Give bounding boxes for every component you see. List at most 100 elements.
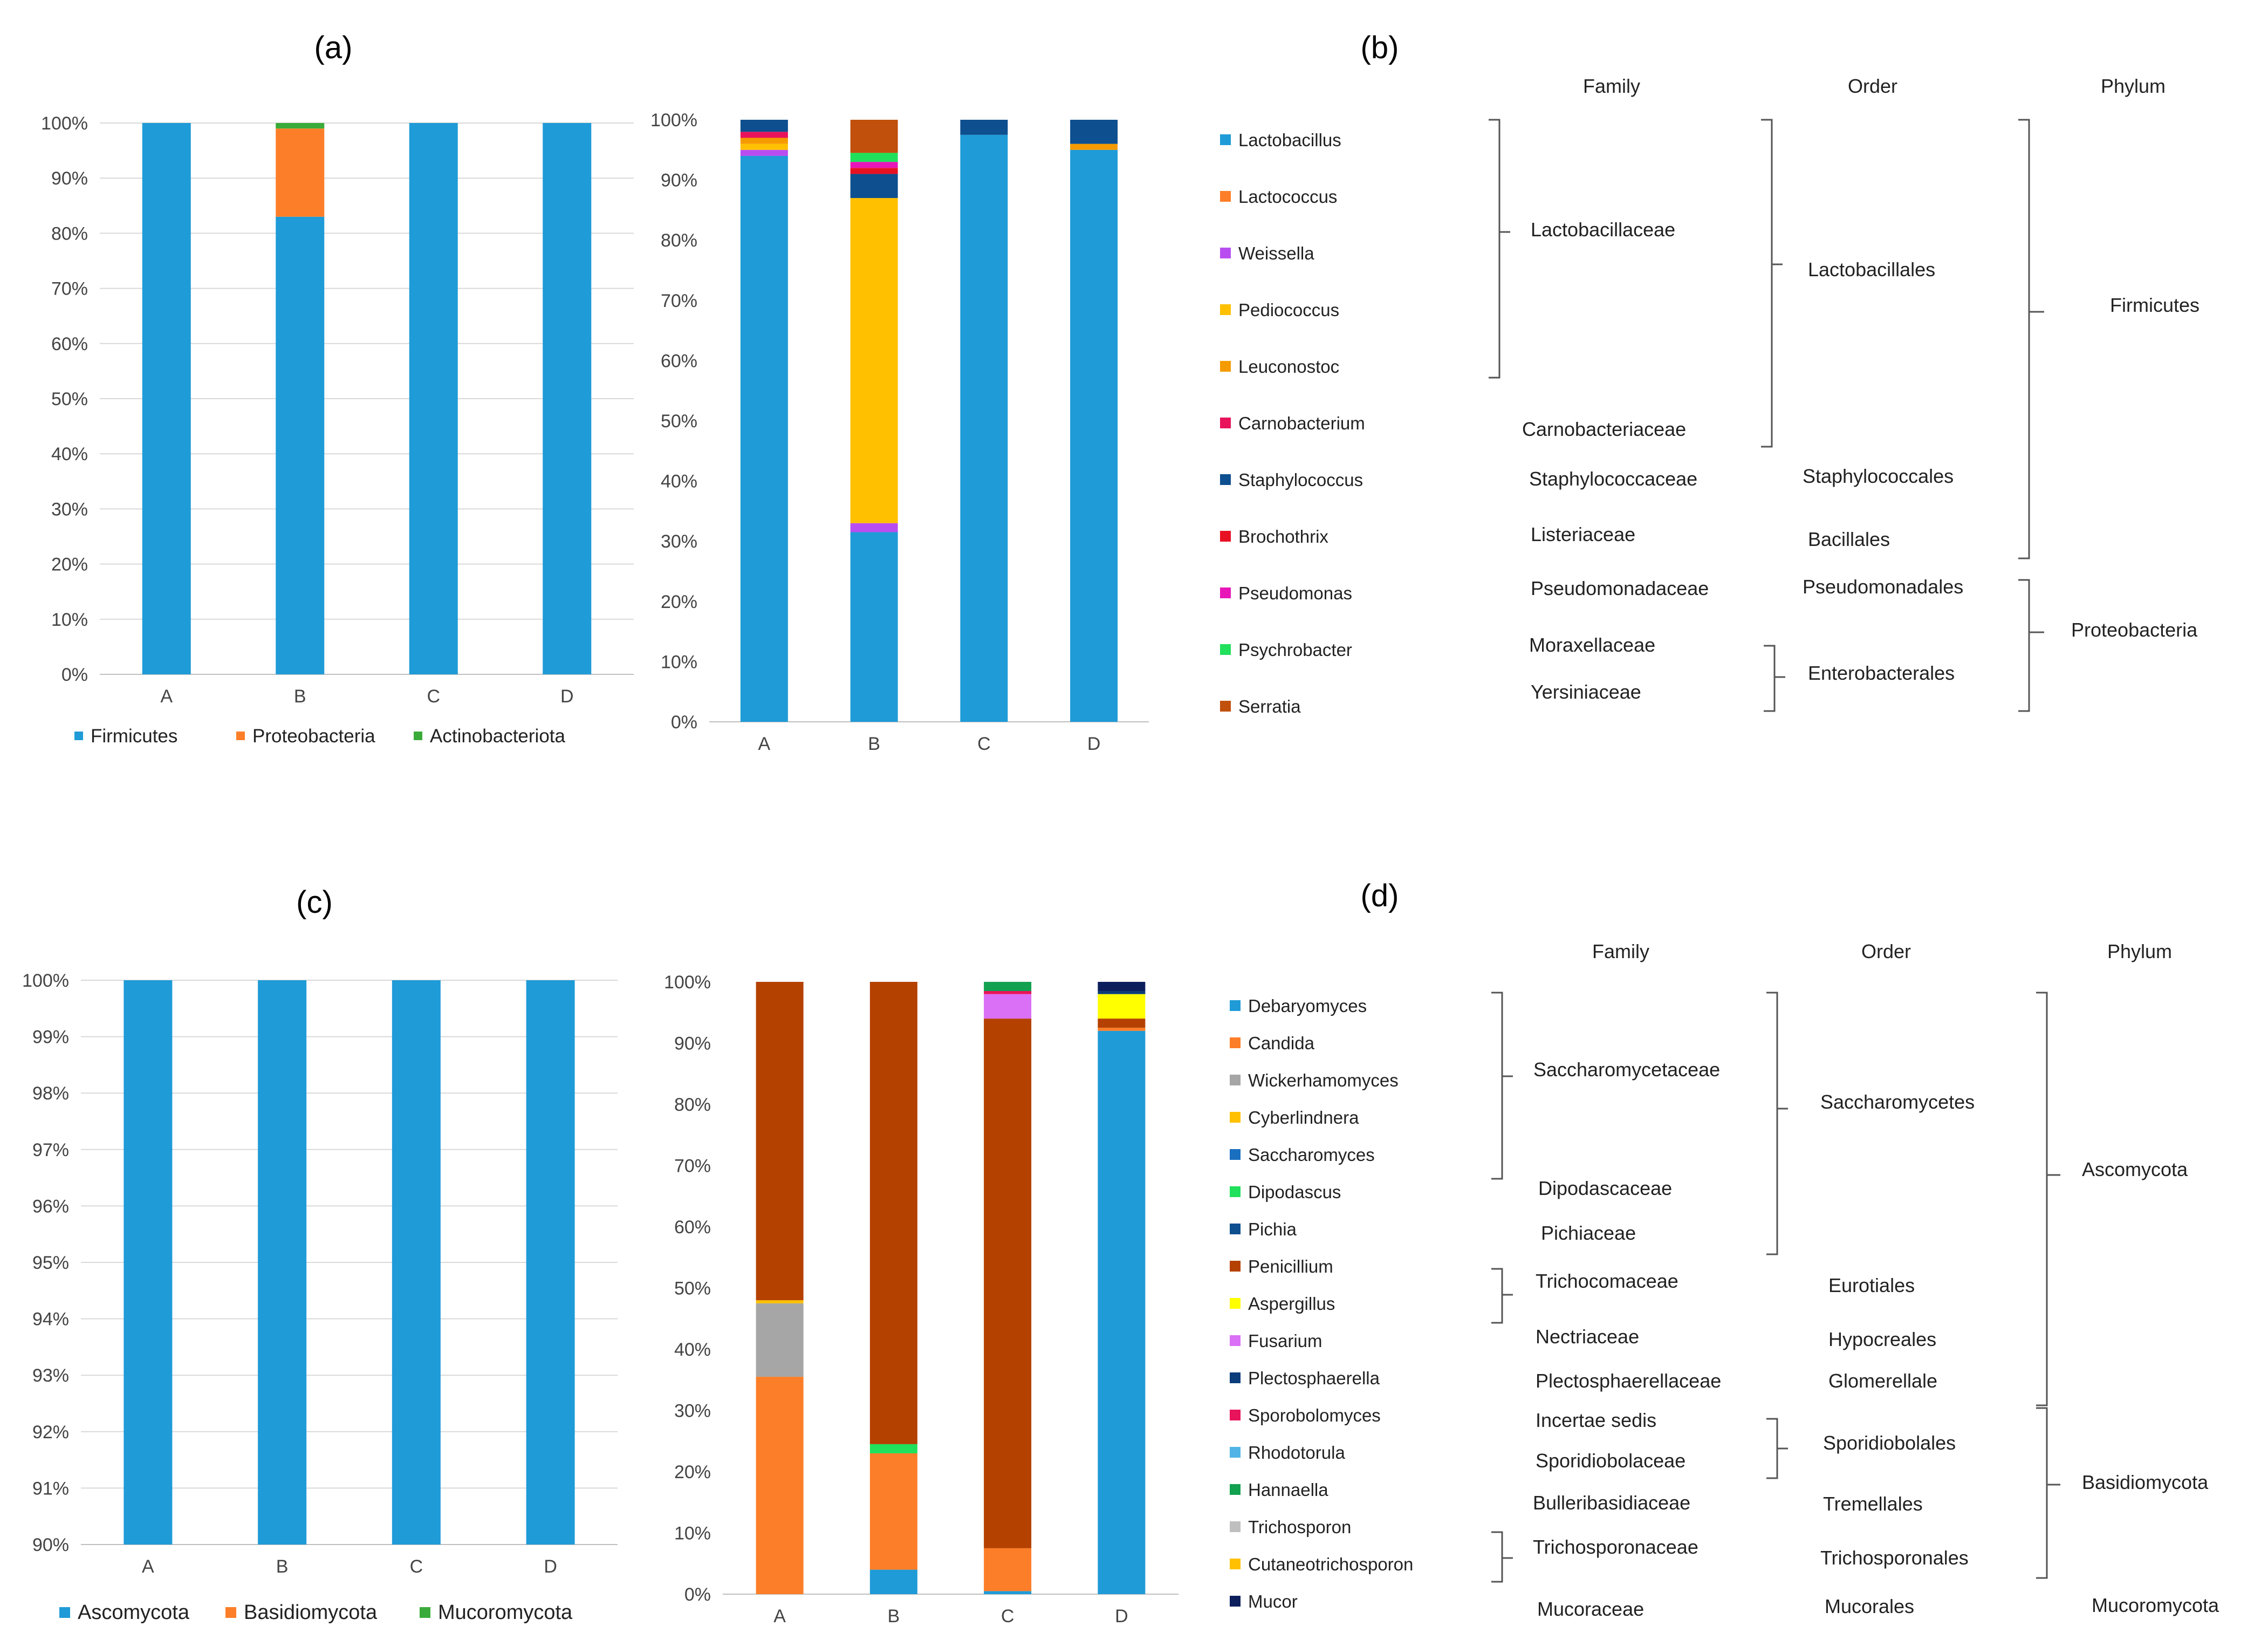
taxonomy-brackets-d xyxy=(1491,992,2060,1583)
x-tick-label: D xyxy=(560,686,574,707)
bar-segment xyxy=(526,980,575,1545)
order-label: Trichosporonales xyxy=(1820,1547,1969,1569)
bar-segment xyxy=(740,138,788,144)
y-tick-label: 94% xyxy=(32,1309,69,1330)
y-tick-label: 90% xyxy=(661,170,697,191)
legend-label: Pseudomonas xyxy=(1238,583,1352,603)
family-label: Trichocomaceae xyxy=(1536,1270,1678,1292)
y-tick-label: 10% xyxy=(51,610,88,630)
bar-segment xyxy=(869,982,917,1444)
y-tick-label: 98% xyxy=(32,1083,69,1104)
bar-segment xyxy=(850,174,898,199)
panel-label-c: (c) xyxy=(296,885,333,920)
x-tick-label: D xyxy=(1087,734,1101,754)
legend-swatch xyxy=(1230,1559,1241,1569)
order-label: Saccharomycetes xyxy=(1820,1091,1975,1113)
bar-segment xyxy=(960,120,1008,135)
legend-label: Weissella xyxy=(1238,243,1314,263)
y-tick-label: 0% xyxy=(61,665,88,685)
bracket-family-lactobacillaceae xyxy=(1489,119,1510,379)
legend-swatch xyxy=(1230,1298,1241,1309)
y-tick-label: 99% xyxy=(32,1027,69,1048)
bar-segment xyxy=(543,123,592,674)
bar-segment xyxy=(740,132,788,138)
bar-segment xyxy=(1070,144,1118,150)
legend-label: Lactobacillus xyxy=(1238,130,1341,150)
chart-a: 0% 10% 20% 30% 40% 50% 60% 70% 80% 90% 100% A B C D Fir… xyxy=(41,113,634,747)
bar-segment xyxy=(756,1300,804,1303)
y-tick-label: 92% xyxy=(32,1422,69,1443)
legend-label: Cyberlindnera xyxy=(1248,1108,1359,1128)
bar-segment xyxy=(850,523,898,532)
x-tick-label: A xyxy=(160,686,173,707)
family-label: Carnobacteriaceae xyxy=(1522,418,1686,440)
order-label: Mucorales xyxy=(1825,1595,1914,1617)
bar-segment xyxy=(1098,994,1146,1019)
x-tick-label: A xyxy=(773,1606,786,1627)
y-tick-label: 90% xyxy=(51,168,88,189)
bar-segment xyxy=(850,198,898,523)
bar-segment xyxy=(756,1377,804,1594)
y-tick-label: 20% xyxy=(674,1462,711,1482)
legend-label: Debaryomyces xyxy=(1248,996,1367,1016)
chart-d: 0% 10% 20% 30% 40% 50% 60% 70% 80% 90% 100% A B C D Deb… xyxy=(664,972,1413,1627)
order-label: Lactobacillales xyxy=(1808,258,1935,281)
bar-segment xyxy=(392,980,441,1545)
taxonomy-b: Family Order Phylum Lactobacillaceae Car… xyxy=(1522,75,2200,703)
x-tick-label: B xyxy=(868,734,880,754)
family-label: Incertae sedis xyxy=(1536,1409,1656,1431)
bar-segment xyxy=(850,162,898,168)
family-label: Pseudomonadaceae xyxy=(1531,577,1709,599)
bar-segment xyxy=(1098,1028,1146,1031)
legend-swatch xyxy=(1230,1112,1241,1123)
legend-swatch xyxy=(1220,531,1231,542)
legend-label: Fusarium xyxy=(1248,1331,1323,1351)
y-tick-label: 20% xyxy=(661,592,697,612)
family-label: Listeriaceae xyxy=(1531,523,1635,545)
legend-label: Carnobacterium xyxy=(1238,413,1365,433)
legend-swatch xyxy=(1230,1186,1241,1197)
bar-segment xyxy=(1098,991,1146,994)
legend-label: Basidiomycota xyxy=(244,1601,378,1624)
x-tick-label: C xyxy=(1001,1606,1015,1627)
y-tick-label: 30% xyxy=(661,531,697,552)
legend-label: Ascomycota xyxy=(78,1601,190,1624)
y-tick-label: 97% xyxy=(32,1140,69,1160)
bracket-order-saccharomycetes xyxy=(1766,992,1788,1255)
y-tick-label: 60% xyxy=(51,334,88,354)
y-tick-label: 40% xyxy=(661,472,697,492)
legend-label: Hannaella xyxy=(1248,1480,1328,1500)
y-tick-label: 80% xyxy=(674,1095,711,1115)
legend-label: Rhodotorula xyxy=(1248,1443,1345,1463)
panel-label-b: (b) xyxy=(1361,30,1399,65)
y-tick-label: 70% xyxy=(51,279,88,299)
y-tick-label: 70% xyxy=(674,1156,711,1177)
y-tick-label: 91% xyxy=(32,1478,69,1499)
legend-label: Lactococcus xyxy=(1238,187,1337,207)
order-label: Staphylococcales xyxy=(1803,465,1954,487)
bar-segment xyxy=(984,1548,1032,1591)
legend-label: Candida xyxy=(1248,1033,1315,1053)
y-tick-label: 50% xyxy=(51,389,88,409)
legend-label: Brochothrix xyxy=(1238,527,1328,546)
bar-segment xyxy=(984,982,1032,992)
order-label: Sporidiobolales xyxy=(1823,1432,1956,1454)
legend-label: Firmicutes xyxy=(91,726,177,747)
legend-swatch xyxy=(1230,1521,1241,1532)
legend-swatch xyxy=(1230,1447,1241,1458)
legend-swatch xyxy=(1220,474,1231,485)
y-tick-label: 40% xyxy=(674,1340,711,1360)
legend-label: Pediococcus xyxy=(1238,300,1339,320)
order-label: Bacillales xyxy=(1808,528,1890,550)
legend-swatch xyxy=(1230,1410,1241,1420)
x-tick-label: B xyxy=(276,1556,289,1577)
y-tick-label: 95% xyxy=(32,1253,69,1273)
bar-segment xyxy=(740,155,788,722)
y-tick-label: 10% xyxy=(661,652,697,672)
bar-segment xyxy=(740,144,788,150)
bracket-family-sporidiobolales xyxy=(1766,1418,1788,1479)
bar-segment xyxy=(960,134,1008,722)
family-label: Staphylococcaceae xyxy=(1529,468,1697,490)
taxonomy-header-family: Family xyxy=(1583,75,1640,97)
